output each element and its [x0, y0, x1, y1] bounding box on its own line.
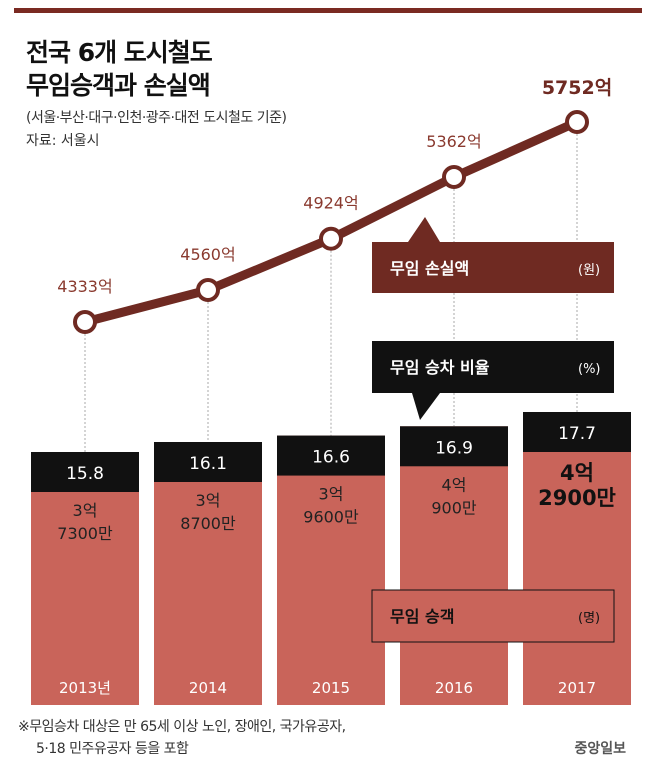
- loss-value-label: 4333억: [57, 277, 112, 296]
- loss-point: [565, 110, 589, 134]
- ratio-value-label: 16.1: [189, 454, 227, 474]
- passenger-value-line1: 3억: [319, 485, 344, 504]
- x-tick-label: 2017: [558, 679, 596, 697]
- loss-value-label: 4560억: [180, 245, 235, 264]
- passenger-value-line1: 3억: [73, 501, 98, 520]
- loss-point: [73, 310, 97, 334]
- x-tick-label: 2016: [435, 679, 473, 697]
- passenger-legend-box: [371, 589, 615, 643]
- passenger-value-line2: 7300만: [57, 524, 113, 543]
- loss-point: [196, 278, 220, 303]
- passenger-value-line2: 9600만: [303, 508, 359, 527]
- ratio-value-label: 15.8: [66, 464, 104, 484]
- ratio-box: [154, 442, 262, 482]
- loss-legend-box: [372, 217, 614, 293]
- loss-value-label: 4924억: [303, 194, 358, 213]
- passenger-value-line2: 2900만: [538, 486, 616, 510]
- passenger-bar: [400, 426, 508, 705]
- passenger-value-line1: 4억: [560, 461, 594, 485]
- ratio-box: [400, 426, 508, 467]
- top-accent-bar: [14, 8, 642, 13]
- passenger-value-line2: 900만: [431, 498, 477, 517]
- passenger-bar: [523, 412, 631, 705]
- x-tick-label: 2015: [312, 679, 350, 697]
- ratio-legend-label: 무임 승차 비율: [390, 358, 490, 377]
- chart-title-line1: 전국 6개 도시철도: [26, 38, 213, 67]
- ratio-value-label: 16.9: [435, 438, 473, 458]
- chart-source: 자료: 서울시: [26, 133, 100, 149]
- ratio-box: [523, 412, 631, 452]
- publisher-logo: 중앙일보: [574, 741, 626, 757]
- chart-title-line2: 무임승객과 손실액: [26, 71, 211, 100]
- loss-point: [319, 226, 343, 251]
- passenger-legend-unit: (명): [578, 611, 600, 626]
- passenger-value-line1: 4억: [442, 475, 467, 494]
- chart-subtitle: (서울·부산·대구·인천·광주·대전 도시철도 기준): [26, 110, 287, 126]
- loss-value-label: 5362억: [426, 132, 481, 151]
- x-tick-label: 2013년: [59, 679, 111, 697]
- x-tick-label: 2014: [189, 679, 227, 697]
- passenger-bar: [277, 435, 385, 705]
- footnote-line1: ※무임승차 대상은 만 65세 이상 노인, 장애인, 국가유공자,: [18, 719, 346, 735]
- ratio-legend-unit: (%): [578, 362, 601, 377]
- passenger-bar: [31, 452, 139, 705]
- loss-point: [442, 164, 466, 189]
- passenger-value-line1: 3억: [196, 491, 221, 510]
- loss-legend-unit: (원): [578, 263, 600, 278]
- ratio-value-label: 17.7: [558, 424, 596, 444]
- ratio-box: [277, 435, 385, 476]
- loss-value-label: 5752억: [542, 77, 612, 99]
- passenger-legend-label: 무임 승객: [390, 607, 454, 626]
- ratio-box: [31, 452, 139, 492]
- footnote-line2: 5·18 민주유공자 등을 포함: [36, 741, 189, 757]
- ratio-value-label: 16.6: [312, 448, 350, 468]
- passenger-bar: [154, 442, 262, 705]
- ratio-legend-box: [372, 341, 614, 420]
- loss-legend-label: 무임 손실액: [390, 259, 469, 278]
- passenger-value-line2: 8700만: [180, 514, 236, 533]
